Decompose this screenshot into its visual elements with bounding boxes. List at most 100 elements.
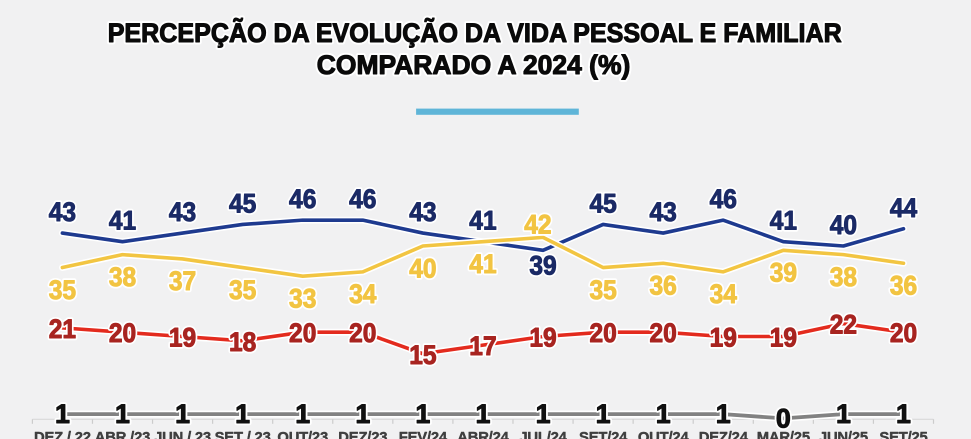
svg-text:43: 43 (49, 197, 76, 227)
svg-text:18: 18 (229, 327, 256, 357)
svg-text:43: 43 (409, 197, 436, 227)
svg-text:1: 1 (55, 399, 70, 429)
svg-text:DEZ/24: DEZ/24 (699, 430, 749, 439)
svg-text:35: 35 (49, 275, 76, 305)
svg-text:20: 20 (349, 318, 376, 348)
svg-text:PERCEPÇÃO DA EVOLUÇÃO DA VIDA: PERCEPÇÃO DA EVOLUÇÃO DA VIDA PESSOAL E … (108, 18, 842, 48)
svg-text:39: 39 (770, 258, 797, 288)
svg-text:22: 22 (830, 310, 857, 340)
svg-text:43: 43 (49, 197, 76, 227)
svg-text:1: 1 (656, 399, 671, 429)
svg-text:JUN / 23: JUN / 23 (154, 430, 211, 439)
svg-text:1: 1 (235, 399, 250, 429)
svg-text:1: 1 (475, 399, 490, 429)
svg-text:37: 37 (169, 266, 196, 296)
svg-text:41: 41 (109, 206, 136, 236)
svg-text:ABR /23: ABR /23 (95, 430, 150, 439)
svg-text:35: 35 (589, 275, 616, 305)
svg-text:20: 20 (650, 318, 677, 348)
svg-text:42: 42 (524, 209, 551, 239)
svg-text:41: 41 (770, 206, 797, 236)
svg-text:0: 0 (776, 403, 791, 433)
svg-text:DEZ / 22: DEZ / 22 (34, 430, 91, 439)
svg-text:20: 20 (289, 318, 316, 348)
svg-text:43: 43 (650, 197, 677, 227)
svg-text:OUT/24: OUT/24 (638, 430, 690, 439)
svg-text:34: 34 (710, 279, 737, 309)
svg-text:41: 41 (770, 206, 797, 236)
svg-text:1: 1 (836, 399, 851, 429)
svg-text:1: 1 (596, 399, 611, 429)
svg-text:15: 15 (409, 340, 436, 370)
svg-text:39: 39 (770, 258, 797, 288)
svg-text:46: 46 (349, 184, 376, 214)
svg-text:1: 1 (415, 399, 430, 429)
svg-text:45: 45 (589, 188, 616, 218)
svg-text:SET / 23: SET / 23 (215, 430, 271, 439)
svg-text:1: 1 (235, 399, 250, 429)
svg-text:DEZ/23: DEZ/23 (338, 430, 387, 439)
svg-text:1: 1 (295, 399, 310, 429)
svg-text:15: 15 (409, 340, 436, 370)
svg-text:DEZ / 22: DEZ / 22 (34, 430, 91, 439)
svg-text:40: 40 (830, 210, 857, 240)
svg-text:34: 34 (349, 279, 376, 309)
svg-text:1: 1 (115, 399, 130, 429)
svg-text:19: 19 (770, 323, 797, 353)
svg-text:DEZ/24: DEZ/24 (699, 430, 749, 439)
svg-text:44: 44 (890, 193, 917, 223)
svg-text:DEZ/23: DEZ/23 (338, 430, 387, 439)
svg-text:1: 1 (836, 399, 851, 429)
svg-text:COMPARADO A 2024 (%): COMPARADO A 2024 (%) (317, 50, 631, 80)
svg-text:19: 19 (529, 323, 556, 353)
svg-text:36: 36 (650, 271, 677, 301)
svg-text:1: 1 (716, 399, 731, 429)
svg-text:21: 21 (49, 314, 76, 344)
svg-text:1: 1 (536, 399, 551, 429)
svg-text:JUN/25: JUN/25 (819, 430, 868, 439)
svg-text:20: 20 (589, 318, 616, 348)
svg-text:38: 38 (109, 262, 136, 292)
svg-text:43: 43 (409, 197, 436, 227)
svg-text:SET/25: SET/25 (879, 430, 927, 439)
svg-text:46: 46 (289, 184, 316, 214)
svg-text:OUT/24: OUT/24 (638, 430, 690, 439)
svg-text:45: 45 (589, 188, 616, 218)
svg-text:43: 43 (169, 197, 196, 227)
svg-text:PERCEPÇÃO DA EVOLUÇÃO DA VIDA: PERCEPÇÃO DA EVOLUÇÃO DA VIDA PESSOAL E … (108, 18, 842, 48)
svg-text:SET/24: SET/24 (579, 430, 628, 439)
svg-text:40: 40 (409, 253, 436, 283)
svg-text:20: 20 (349, 318, 376, 348)
svg-text:33: 33 (289, 283, 316, 313)
svg-text:FEV/24: FEV/24 (399, 430, 448, 439)
svg-text:COMPARADO A 2024 (%): COMPARADO A 2024 (%) (317, 50, 631, 80)
svg-text:35: 35 (589, 275, 616, 305)
svg-text:20: 20 (589, 318, 616, 348)
svg-text:0: 0 (776, 403, 791, 433)
svg-text:1: 1 (115, 399, 130, 429)
svg-text:20: 20 (109, 318, 136, 348)
svg-text:JUN / 23: JUN / 23 (154, 430, 211, 439)
svg-text:20: 20 (109, 318, 136, 348)
svg-text:21: 21 (49, 314, 76, 344)
svg-text:19: 19 (770, 323, 797, 353)
svg-text:1: 1 (175, 399, 190, 429)
svg-text:40: 40 (409, 253, 436, 283)
svg-text:19: 19 (710, 323, 737, 353)
svg-text:19: 19 (710, 323, 737, 353)
svg-text:1: 1 (55, 399, 70, 429)
svg-text:1: 1 (896, 399, 911, 429)
svg-text:45: 45 (229, 188, 256, 218)
svg-text:ABR/24: ABR/24 (457, 430, 509, 439)
svg-text:41: 41 (469, 206, 496, 236)
svg-text:35: 35 (229, 275, 256, 305)
svg-text:39: 39 (529, 250, 556, 280)
svg-text:41: 41 (469, 206, 496, 236)
svg-text:1: 1 (536, 399, 551, 429)
svg-text:JUL/24: JUL/24 (519, 430, 567, 439)
svg-text:20: 20 (890, 318, 917, 348)
svg-text:41: 41 (469, 249, 496, 279)
svg-text:ABR/24: ABR/24 (457, 430, 509, 439)
svg-text:39: 39 (529, 250, 556, 280)
svg-text:38: 38 (109, 262, 136, 292)
